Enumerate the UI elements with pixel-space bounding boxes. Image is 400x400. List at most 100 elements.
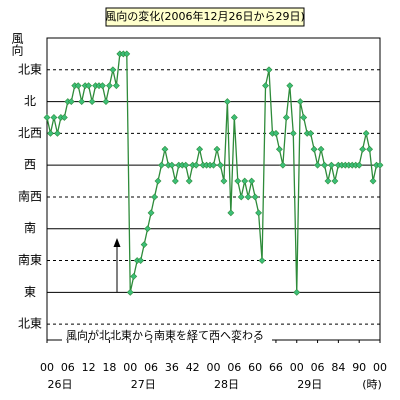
x-tick-label: 00 xyxy=(373,361,387,374)
day-label: 26日 xyxy=(48,378,73,391)
day-label: 29日 xyxy=(297,378,322,391)
data-point xyxy=(234,177,242,185)
chart-title: 風向の変化(2006年12月26日から29日) xyxy=(105,9,305,23)
data-point xyxy=(366,145,374,153)
data-point xyxy=(251,193,259,201)
data-point xyxy=(223,98,231,106)
x-tick-label: 60 xyxy=(248,361,262,374)
data-point xyxy=(241,177,249,185)
x-tick-label: 06 xyxy=(311,361,325,374)
x-tick-label: 66 xyxy=(269,361,283,374)
y-tick-label: 北 xyxy=(24,94,36,108)
data-point xyxy=(244,193,252,201)
data-point xyxy=(321,161,328,169)
data-point xyxy=(109,66,117,74)
data-point xyxy=(123,50,131,58)
x-tick-label: 18 xyxy=(102,361,116,374)
data-point xyxy=(275,145,283,153)
data-point xyxy=(147,209,155,217)
data-point xyxy=(289,129,297,137)
x-tick-label: 12 xyxy=(82,361,96,374)
data-point xyxy=(310,145,318,153)
data-point xyxy=(248,177,256,185)
data-point xyxy=(85,82,93,90)
y-tick-label: 西 xyxy=(24,158,36,172)
data-point xyxy=(328,161,335,169)
data-point xyxy=(182,161,190,169)
data-point xyxy=(217,161,224,169)
data-point xyxy=(314,161,321,169)
x-tick-label: 36 xyxy=(165,361,179,374)
day-label: 27日 xyxy=(131,378,156,391)
data-point xyxy=(50,114,58,121)
data-point xyxy=(161,145,169,153)
y-tick-label: 北西 xyxy=(18,126,42,140)
data-point xyxy=(376,161,384,169)
data-point xyxy=(130,272,138,280)
data-point xyxy=(60,114,68,121)
data-point xyxy=(106,82,113,90)
x-tick-label: 84 xyxy=(331,361,345,374)
data-point xyxy=(47,129,54,137)
data-point xyxy=(67,98,75,106)
data-point xyxy=(286,82,294,90)
data-point xyxy=(213,145,221,153)
data-point xyxy=(258,257,266,264)
data-line xyxy=(46,53,380,293)
data-point xyxy=(230,114,238,121)
annotation: 風向が北北東から南東を経て西へ変わる xyxy=(66,328,264,342)
data-point xyxy=(154,177,162,185)
data-point xyxy=(102,98,110,106)
data-point xyxy=(359,145,367,153)
data-point xyxy=(300,114,308,121)
data-point xyxy=(171,177,179,185)
data-point xyxy=(279,161,287,169)
y-tick-label: 北東 xyxy=(18,317,42,331)
title-box xyxy=(105,7,305,27)
y-tick-label: 東 xyxy=(24,285,36,299)
x-tick-label: 42 xyxy=(186,361,200,374)
x-tick-label: 00 xyxy=(40,361,54,374)
data-point xyxy=(140,241,148,249)
data-point xyxy=(220,177,228,185)
x-tick-label: 06 xyxy=(227,361,241,374)
day-label: 28日 xyxy=(214,378,239,391)
data-point xyxy=(126,288,134,296)
y-tick-label: 南 xyxy=(24,220,36,235)
data-point xyxy=(369,177,377,185)
data-point xyxy=(43,114,51,121)
x-tick-label: 00 xyxy=(290,361,304,374)
data-point xyxy=(262,82,269,90)
x-tick-label: 06 xyxy=(61,361,75,374)
data-point xyxy=(88,98,96,106)
data-point xyxy=(185,177,193,185)
x-tick-label: 90 xyxy=(352,361,366,374)
data-point xyxy=(112,82,120,90)
data-point xyxy=(53,129,61,137)
annotation-bg xyxy=(62,328,272,344)
data-point xyxy=(192,161,200,169)
y-tick-label: 南西 xyxy=(18,188,42,203)
data-point xyxy=(237,193,245,201)
data-point xyxy=(355,161,363,169)
data-point xyxy=(296,98,304,106)
data-point xyxy=(137,257,145,264)
data-point xyxy=(158,161,165,169)
data-point xyxy=(307,129,315,137)
data-point xyxy=(331,177,339,185)
data-point xyxy=(168,161,176,169)
y-tick-label: 北東 xyxy=(18,62,42,76)
x-tick-label: 00 xyxy=(207,361,221,374)
data-point xyxy=(255,209,263,217)
data-point xyxy=(293,288,301,296)
x-tick-label: 00 xyxy=(123,361,137,374)
data-point xyxy=(282,114,290,121)
data-point xyxy=(144,225,152,233)
data-point xyxy=(196,145,204,153)
data-point xyxy=(317,145,325,153)
data-point xyxy=(210,161,217,169)
data-point xyxy=(78,98,86,106)
data-point xyxy=(324,177,332,185)
